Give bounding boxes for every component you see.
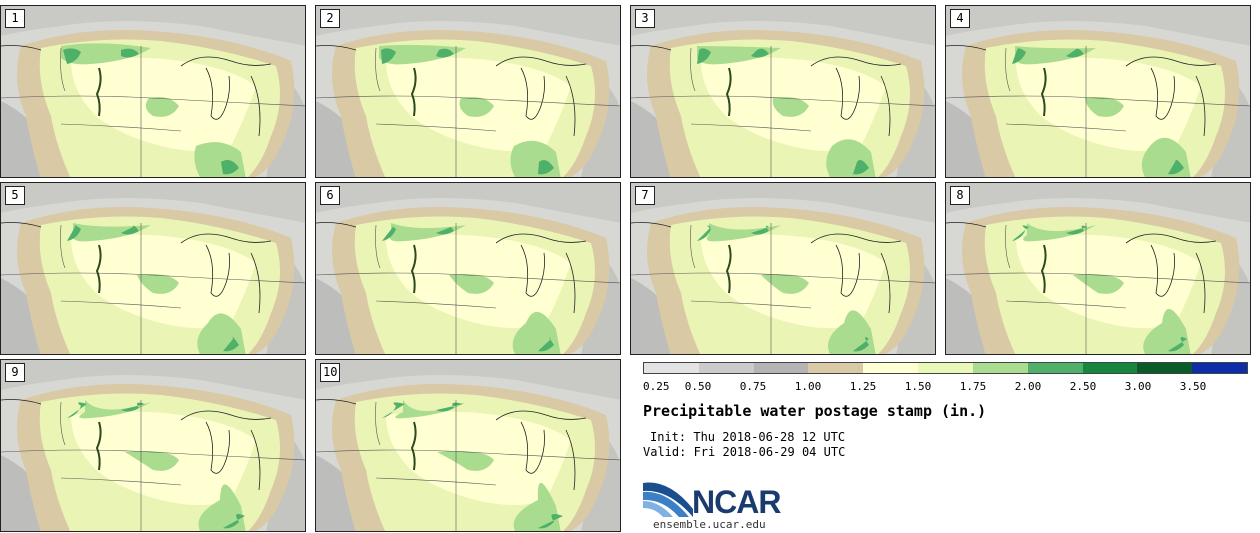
colorbar-segment	[918, 363, 973, 373]
member-number: 2	[320, 9, 340, 28]
colorbar-label: 3.50	[1179, 380, 1207, 393]
colorbar-segment	[1192, 363, 1247, 373]
postage-stamp-map: 9	[0, 359, 306, 532]
colorbar-segment	[863, 363, 919, 373]
colorbar-label: 1.50	[904, 380, 932, 393]
colorbar-label: 3.00	[1124, 380, 1152, 393]
postage-stamp-map: 7	[630, 182, 936, 355]
member-number: 3	[635, 9, 655, 28]
member-number: 9	[5, 363, 25, 382]
valid-time: Valid: Fri 2018-06-29 04 UTC	[643, 445, 846, 459]
colorbar-label: 0.25	[643, 380, 670, 393]
website-text[interactable]: ensemble.ucar.edu	[653, 518, 766, 531]
postage-stamp-map: 2	[315, 5, 621, 178]
member-number: 7	[635, 186, 655, 205]
colorbar-label: 2.50	[1069, 380, 1097, 393]
colorbar-segment	[698, 363, 754, 373]
postage-stamp-map: 4	[945, 5, 1251, 178]
colorbar-label: 2.00	[1014, 380, 1042, 393]
postage-stamp-map: 10	[315, 359, 621, 532]
colorbar-labels: 0.25 0.50 0.75 1.00 1.25 1.50 1.75 2.00 2.50 3.00…	[643, 380, 1248, 394]
colorbar-label: 1.75	[959, 380, 987, 393]
member-number: 6	[320, 186, 340, 205]
colorbar-segment	[1137, 363, 1193, 373]
colorbar-segment	[1027, 363, 1083, 373]
colorbar-segment	[972, 363, 1028, 373]
colorbar-segment	[1082, 363, 1138, 373]
member-number: 1	[5, 9, 25, 28]
ncar-logo-text: NCAR	[692, 484, 781, 520]
member-number: 10	[320, 363, 341, 382]
page-title: Precipitable water postage stamp (in.)	[643, 402, 987, 420]
colorbar-segment	[753, 363, 809, 373]
member-number: 4	[950, 9, 970, 28]
colorbar	[643, 362, 1248, 374]
member-number: 8	[950, 186, 970, 205]
colorbar-label: 1.00	[794, 380, 822, 393]
colorbar-segment	[808, 363, 864, 373]
postage-stamp-map: 1	[0, 5, 306, 178]
colorbar-label: 1.25	[849, 380, 877, 393]
colorbar-segment	[644, 363, 699, 373]
init-time: Init: Thu 2018-06-28 12 UTC	[650, 430, 846, 444]
postage-stamp-map: 5	[0, 182, 306, 355]
postage-stamp-map: 3	[630, 5, 936, 178]
colorbar-label: 0.50	[684, 380, 712, 393]
member-number: 5	[5, 186, 25, 205]
ncar-logo-icon	[643, 482, 693, 517]
colorbar-label: 0.75	[739, 380, 767, 393]
postage-stamp-map: 6	[315, 182, 621, 355]
postage-stamp-map: 8	[945, 182, 1251, 355]
